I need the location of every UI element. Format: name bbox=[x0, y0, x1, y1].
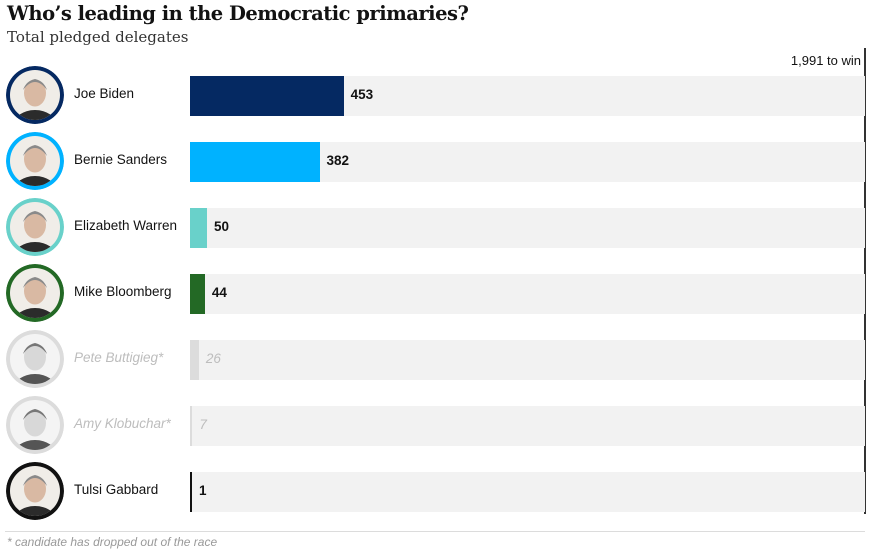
bar-track bbox=[190, 472, 865, 512]
footnote: * candidate has dropped out of the race bbox=[7, 535, 218, 549]
amy-klobuchar-portrait-icon bbox=[6, 396, 64, 454]
bar-track bbox=[190, 406, 865, 446]
chart-subtitle: Total pledged delegates bbox=[7, 28, 189, 46]
candidate-name: Tulsi Gabbard bbox=[74, 482, 159, 497]
bar bbox=[190, 406, 193, 446]
elizabeth-warren-portrait-icon bbox=[6, 198, 64, 256]
bar-row: Bernie Sanders 382 bbox=[0, 131, 870, 197]
candidate-name: Elizabeth Warren bbox=[74, 218, 178, 233]
bar-value-label: 453 bbox=[350, 87, 374, 102]
bar-row: Pete Buttigieg* 26 bbox=[0, 329, 870, 395]
bar-track bbox=[190, 274, 865, 314]
bar bbox=[190, 208, 207, 248]
bar-track bbox=[190, 208, 865, 248]
bernie-sanders-portrait-icon bbox=[6, 132, 64, 190]
tulsi-gabbard-portrait-icon bbox=[6, 462, 64, 520]
bar-value-label: 26 bbox=[205, 351, 221, 366]
bar-value-label: 1 bbox=[199, 483, 207, 498]
bar-row: Amy Klobuchar* 7 bbox=[0, 395, 870, 461]
bar-value-label: 382 bbox=[326, 153, 350, 168]
candidate-name: Amy Klobuchar* bbox=[74, 416, 171, 431]
bar-row: Joe Biden 453 bbox=[0, 65, 870, 131]
threshold-label: 1,991 to win bbox=[790, 53, 861, 68]
bar bbox=[190, 76, 344, 116]
candidate-name: Pete Buttigieg* bbox=[74, 350, 164, 365]
candidate-name: Bernie Sanders bbox=[74, 152, 168, 167]
joe-biden-portrait-icon bbox=[6, 66, 64, 124]
bar bbox=[190, 274, 205, 314]
bar-track bbox=[190, 340, 865, 380]
bar bbox=[190, 340, 199, 380]
candidate-name: Mike Bloomberg bbox=[74, 284, 172, 299]
bar-value-label: 44 bbox=[211, 285, 227, 300]
pete-buttigieg-portrait-icon bbox=[6, 330, 64, 388]
bar bbox=[190, 142, 320, 182]
footer-divider bbox=[5, 531, 865, 532]
mike-bloomberg-portrait-icon bbox=[6, 264, 64, 322]
bar-row: Tulsi Gabbard 1 bbox=[0, 461, 870, 527]
bar-row: Elizabeth Warren 50 bbox=[0, 197, 870, 263]
bar-row: Mike Bloomberg 44 bbox=[0, 263, 870, 329]
threshold-line bbox=[864, 48, 866, 514]
bar-value-label: 7 bbox=[199, 417, 207, 432]
candidate-name: Joe Biden bbox=[74, 86, 135, 101]
bar-value-label: 50 bbox=[213, 219, 229, 234]
chart-title: Who’s leading in the Democratic primarie… bbox=[7, 2, 469, 25]
bar bbox=[190, 472, 192, 512]
